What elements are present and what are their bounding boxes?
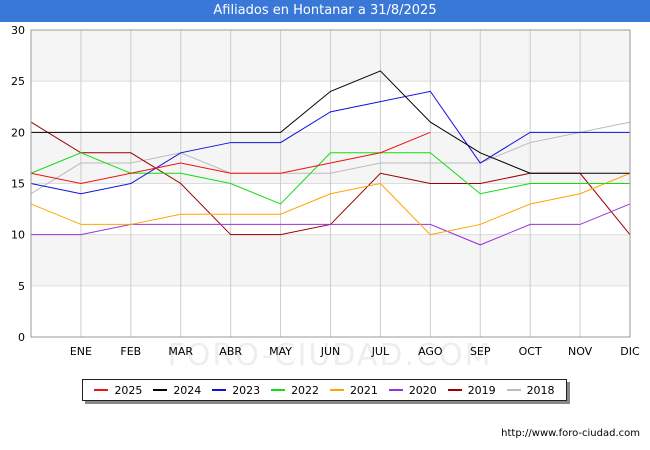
y-tick-label: 30 bbox=[11, 24, 25, 37]
legend-item-2025: 2025 bbox=[94, 384, 142, 397]
legend-label: 2022 bbox=[291, 383, 320, 397]
x-tick-label: OCT bbox=[519, 345, 542, 358]
legend-item-2020: 2020 bbox=[388, 383, 437, 397]
legend-item-2022: 2022 bbox=[271, 384, 319, 397]
legend-swatch bbox=[94, 389, 109, 391]
legend-label: 2021 bbox=[349, 383, 378, 397]
legend: 2025 2024 2023 2022 2021 2020 2019 2018 bbox=[82, 379, 567, 401]
x-tick-label: FEB bbox=[120, 345, 141, 358]
legend-label: 2018 bbox=[526, 383, 555, 397]
legend-label: 2024 bbox=[173, 383, 202, 397]
legend-swatch bbox=[506, 389, 521, 391]
x-tick-label: DIC bbox=[620, 345, 640, 358]
y-tick-label: 10 bbox=[11, 229, 25, 242]
y-tick-label: 5 bbox=[18, 280, 25, 293]
legend-swatch bbox=[329, 389, 344, 391]
legend-item-2021: 2021 bbox=[329, 383, 378, 397]
y-tick-label: 15 bbox=[11, 178, 25, 191]
x-tick-label: MAY bbox=[269, 345, 292, 358]
legend-swatch bbox=[388, 389, 403, 391]
y-tick-label: 20 bbox=[11, 126, 25, 139]
legend-label: 2019 bbox=[467, 383, 496, 397]
legend-swatch bbox=[271, 389, 286, 391]
x-tick-label: JUN bbox=[320, 345, 341, 358]
legend-swatch bbox=[212, 389, 227, 391]
series-line-2025 bbox=[30, 131, 431, 185]
series-line-2024 bbox=[31, 70, 630, 174]
series-line-2021 bbox=[30, 172, 631, 236]
legend-item-2024: 2024 bbox=[153, 384, 201, 397]
x-tick-label: JUL bbox=[371, 345, 390, 358]
watermark-text: FORO-CIUDAD.COM bbox=[168, 338, 493, 373]
legend-label: 2023 bbox=[232, 383, 261, 397]
x-tick-label: NOV bbox=[568, 345, 593, 358]
legend-label: 2025 bbox=[114, 383, 143, 397]
legend-item-2023: 2023 bbox=[212, 384, 260, 397]
legend-item-2019: 2019 bbox=[447, 383, 496, 397]
x-tick-label: AGO bbox=[418, 345, 443, 358]
x-tick-label: MAR bbox=[168, 345, 193, 358]
y-tick-label: 25 bbox=[11, 75, 25, 88]
series-line-2023 bbox=[30, 90, 630, 195]
legend-item-2018: 2018 bbox=[506, 383, 555, 397]
chart-title: Afiliados en Hontanar a 31/8/2025 bbox=[0, 0, 650, 22]
legend-label: 2020 bbox=[408, 383, 437, 397]
source-url: http://www.foro-ciudad.com bbox=[501, 428, 640, 439]
series-line-2018 bbox=[30, 121, 631, 195]
legend-swatch bbox=[447, 389, 462, 391]
y-tick-label: 0 bbox=[18, 331, 25, 344]
x-tick-label: ENE bbox=[70, 345, 92, 358]
x-tick-label: SEP bbox=[470, 345, 491, 358]
plot-border bbox=[30, 29, 631, 338]
legend-swatch bbox=[153, 389, 168, 391]
x-tick-label: ABR bbox=[219, 345, 242, 358]
